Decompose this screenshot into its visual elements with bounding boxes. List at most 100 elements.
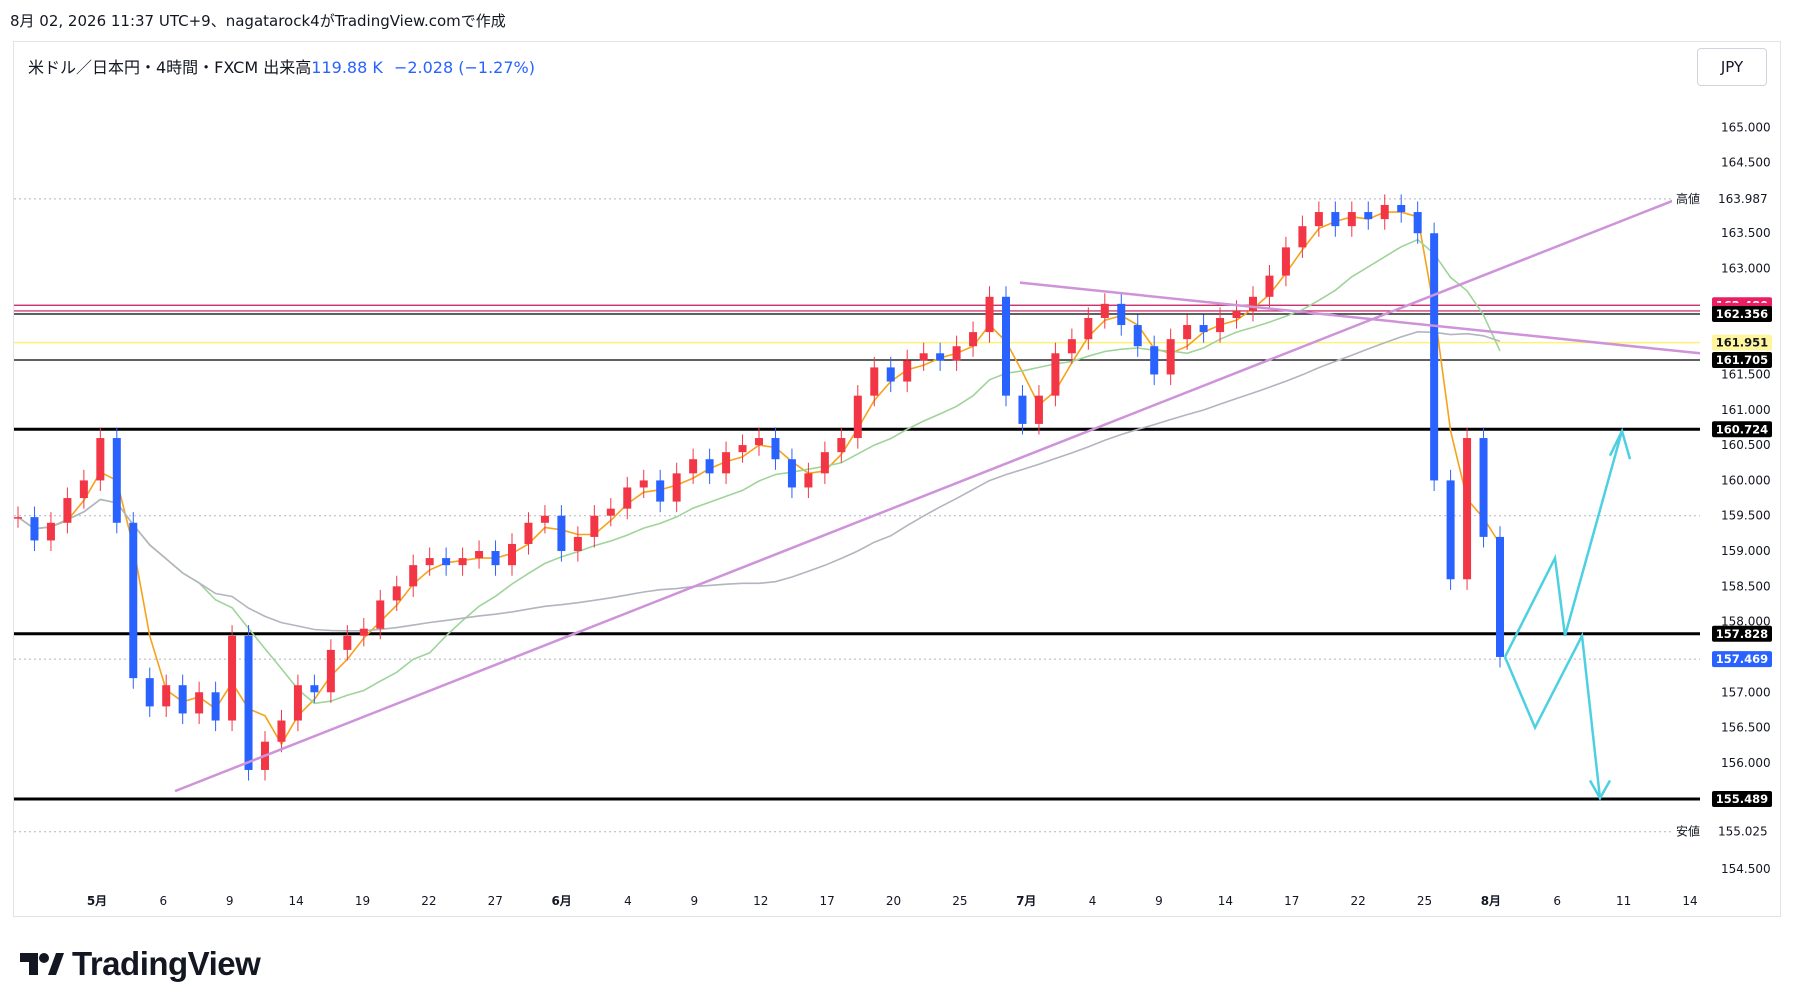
currency-button[interactable]: JPY: [1697, 48, 1767, 86]
high-label-caption: 高値: [1676, 191, 1700, 206]
candle-body: [1232, 310, 1241, 318]
candle-body: [1183, 325, 1192, 340]
candle-body: [1413, 212, 1422, 234]
candle-body: [557, 515, 566, 552]
y-tick-label: 158.000: [1721, 615, 1771, 629]
ma-mid-line: [17, 238, 1501, 705]
candle-body: [952, 346, 961, 361]
price-label: 157.469: [1712, 651, 1772, 668]
candle-body: [524, 522, 533, 544]
x-tick-label: 6月: [551, 894, 571, 908]
y-tick-label: 163.000: [1721, 262, 1771, 276]
high-label-bg: [1672, 190, 1772, 207]
price-label-text: 161.705: [1716, 353, 1768, 367]
candle-body: [1117, 303, 1126, 326]
falling-trendline: [1019, 281, 1701, 355]
price-label-text: 155.489: [1716, 792, 1768, 806]
bullish-arrowhead: [1608, 427, 1632, 460]
candle-body: [359, 628, 368, 636]
candle-body: [376, 600, 385, 629]
x-tick-label: 11: [1616, 894, 1631, 908]
candle-body: [1281, 247, 1290, 276]
candle-body: [985, 296, 994, 333]
x-tick-label: 27: [488, 894, 503, 908]
y-tick-label: 164.500: [1721, 156, 1771, 170]
price-label-bg: [1712, 790, 1772, 807]
candle-body: [689, 459, 698, 474]
volume-label: 出来高: [263, 58, 312, 77]
candle-body: [1067, 339, 1076, 354]
ma-fast-line: [17, 211, 1501, 746]
candle-body: [771, 438, 780, 460]
y-tick-label: 160.500: [1721, 438, 1771, 452]
candle-body: [63, 498, 72, 523]
candle-body: [1347, 212, 1356, 227]
candle-body: [211, 692, 220, 721]
high-label: 高値 163.987: [1672, 190, 1772, 207]
candle-body: [244, 635, 253, 770]
candle-body: [1380, 204, 1389, 220]
candle-body: [392, 586, 401, 601]
candle-body: [425, 558, 434, 566]
x-tick-label: 9: [1155, 894, 1163, 908]
candle-body: [1100, 303, 1109, 318]
y-tick-label: 156.500: [1721, 721, 1771, 735]
tradingview-logo-icon: [20, 953, 64, 975]
x-tick-label: 4: [1089, 894, 1097, 908]
candle-body: [442, 558, 451, 566]
candle-body: [540, 515, 549, 523]
drawings: [174, 196, 1701, 801]
x-tick-label: 14: [1682, 894, 1697, 908]
brand: TradingView: [18, 945, 261, 983]
x-tick-label: 17: [1284, 894, 1299, 908]
candle-body: [1249, 296, 1257, 311]
candle-body: [1150, 346, 1159, 375]
x-tick-label: 25: [952, 894, 967, 908]
symbol-name[interactable]: 米ドル／日本円・4時間・FXCM: [28, 58, 259, 77]
candle-body: [787, 459, 796, 488]
candle-body: [1199, 325, 1208, 333]
candle-body: [738, 445, 747, 453]
low-label-bg: [1672, 823, 1772, 840]
candle-body: [623, 487, 632, 509]
price-label-bg: [1712, 625, 1772, 642]
symbol-legend: 米ドル／日本円・4時間・FXCM 出来高119.88 K −2.028 (−1.…: [28, 54, 535, 78]
price-label-text: 162.356: [1716, 307, 1768, 321]
candle-body: [1166, 339, 1175, 375]
price-label: 161.705: [1712, 352, 1772, 369]
y-tick-label: 161.500: [1721, 367, 1771, 381]
y-tick-label: 160.000: [1721, 473, 1771, 487]
candle-body: [508, 543, 516, 566]
horizontal-levels: [14, 304, 1700, 801]
candle-body: [1463, 438, 1472, 580]
x-tick-label: 17: [819, 894, 834, 908]
price-label-text: 157.469: [1716, 652, 1768, 666]
candle-body: [277, 720, 286, 742]
chart-frame: [13, 41, 1781, 917]
price-axis: 165.000 164.500 163.500 163.000 161.500 161.0…: [1672, 120, 1772, 876]
candle-body: [30, 517, 39, 541]
price-label-bg: [1712, 334, 1772, 351]
snapshot-timestamp: 8月 02, 2026 11:37 UTC+9、nagatarock4がTrad…: [10, 12, 506, 30]
x-tick-label: 9: [226, 894, 234, 908]
x-tick-label: 6: [160, 894, 168, 908]
candle-body: [1216, 317, 1225, 333]
candle-body: [1364, 212, 1373, 220]
candle-body: [1018, 395, 1027, 424]
candle-body: [129, 522, 138, 679]
x-tick-label: 22: [421, 894, 436, 908]
candle-body: [112, 438, 121, 523]
candle-body: [969, 332, 978, 347]
price-label-text: 160.724: [1716, 422, 1768, 436]
candle-body: [228, 635, 237, 721]
candle-body: [1265, 275, 1274, 297]
bearish-projection: [1503, 631, 1602, 799]
y-tick-label: 163.500: [1721, 226, 1771, 240]
candle-body: [178, 685, 187, 714]
candle-body: [672, 473, 681, 502]
price-label-bg: [1712, 421, 1772, 438]
x-tick-label: 25: [1417, 894, 1432, 908]
candle-body: [1397, 204, 1406, 213]
candle-body: [1446, 480, 1455, 580]
